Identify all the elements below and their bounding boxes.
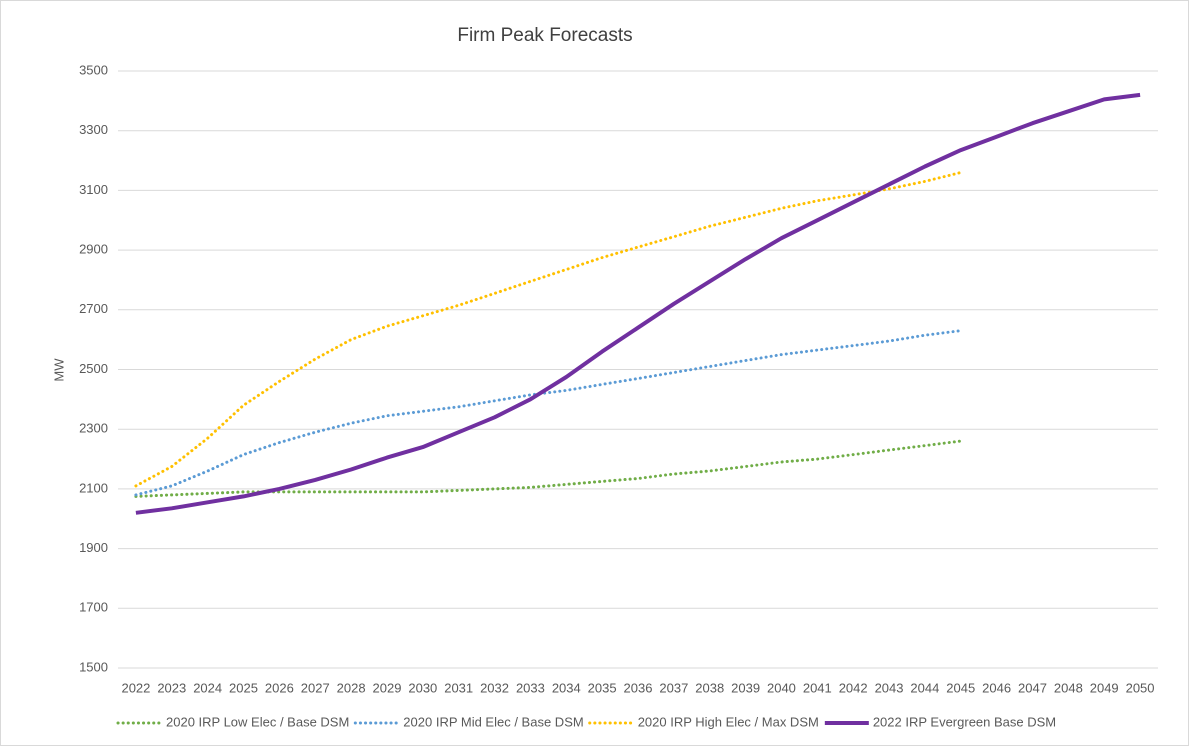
chart-title: Firm Peak Forecasts [457, 25, 632, 46]
x-tick-label: 2029 [373, 680, 402, 695]
x-tick-label: 2030 [408, 680, 437, 695]
x-tick-label: 2036 [624, 680, 653, 695]
legend-label: 2020 IRP Mid Elec / Base DSM [403, 714, 583, 729]
x-tick-label: 2023 [157, 680, 186, 695]
series-line [134, 329, 963, 497]
x-tick-label: 2022 [121, 680, 150, 695]
x-tick-label: 2034 [552, 680, 581, 695]
y-axis-label: MW [51, 358, 66, 382]
x-tick-label: 2024 [193, 680, 222, 695]
y-tick-label: 3100 [79, 182, 108, 197]
legend-label: 2020 IRP Low Elec / Base DSM [166, 714, 349, 729]
x-tick-label: 2028 [337, 680, 366, 695]
y-tick-label: 3300 [79, 122, 108, 137]
x-tick-label: 2048 [1054, 680, 1083, 695]
x-tick-label: 2041 [803, 680, 832, 695]
x-tick-label: 2050 [1126, 680, 1155, 695]
legend-label: 2020 IRP High Elec / Max DSM [638, 714, 819, 729]
x-tick-label: 2025 [229, 680, 258, 695]
y-tick-label: 2700 [79, 301, 108, 316]
x-tick-label: 2046 [982, 680, 1011, 695]
x-tick-label: 2031 [444, 680, 473, 695]
y-tick-label: 2300 [79, 421, 108, 436]
x-tick-label: 2044 [910, 680, 939, 695]
x-tick-label: 2038 [695, 680, 724, 695]
y-tick-label: 2500 [79, 361, 108, 376]
x-tick-label: 2027 [301, 680, 330, 695]
y-tick-label: 3500 [79, 62, 108, 77]
x-tick-label: 2032 [480, 680, 509, 695]
x-tick-label: 2035 [588, 680, 617, 695]
x-tick-label: 2045 [946, 680, 975, 695]
y-tick-label: 2900 [79, 242, 108, 257]
x-tick-label: 2026 [265, 680, 294, 695]
series-line [134, 171, 963, 488]
y-tick-label: 1900 [79, 540, 108, 555]
y-tick-label: 1700 [79, 600, 108, 615]
x-tick-label: 2033 [516, 680, 545, 695]
x-tick-label: 2047 [1018, 680, 1047, 695]
x-tick-label: 2043 [875, 680, 904, 695]
legend-label: 2022 IRP Evergreen Base DSM [873, 714, 1056, 729]
x-tick-label: 2049 [1090, 680, 1119, 695]
x-tick-label: 2039 [731, 680, 760, 695]
x-tick-label: 2042 [839, 680, 868, 695]
series-line [135, 92, 1141, 515]
x-tick-label: 2040 [767, 680, 796, 695]
y-tick-label: 1500 [79, 659, 108, 674]
x-tick-label: 2037 [659, 680, 688, 695]
y-tick-label: 2100 [79, 480, 108, 495]
